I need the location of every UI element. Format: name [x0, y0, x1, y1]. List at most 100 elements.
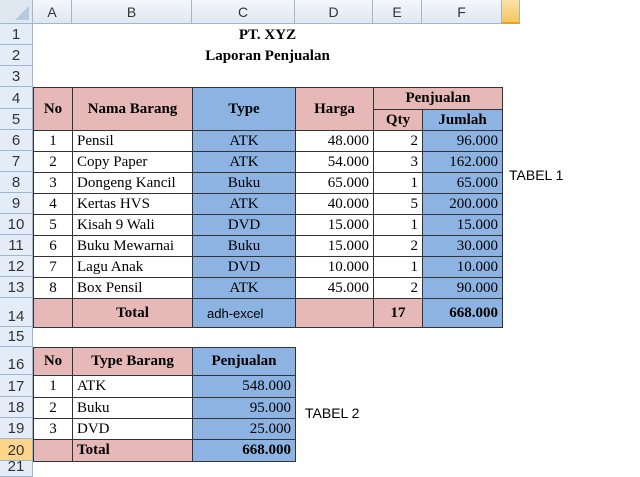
- table1-cell-nama[interactable]: Dongeng Kancil: [72, 172, 193, 194]
- table1-cell-harga[interactable]: 65.000: [295, 172, 374, 194]
- table1-cell-qty[interactable]: 1: [373, 214, 423, 236]
- table2-cell-penjualan[interactable]: 95.000: [192, 397, 296, 419]
- table2-cell-no[interactable]: 2: [33, 397, 73, 419]
- table2-cell-no[interactable]: 1: [33, 375, 73, 398]
- table1-cell-harga[interactable]: 15.000: [295, 235, 374, 257]
- select-all-corner[interactable]: [0, 0, 33, 24]
- header-penjualan[interactable]: Penjualan: [373, 87, 503, 110]
- table1-cell-type[interactable]: ATK: [192, 130, 296, 152]
- table2-cell-no[interactable]: 3: [33, 418, 73, 440]
- row-header-5[interactable]: 5: [0, 109, 33, 130]
- table1-cell-no[interactable]: 2: [33, 151, 73, 173]
- table1-cell-nama[interactable]: Lagu Anak: [72, 256, 193, 278]
- table1-cell-nama[interactable]: Box Pensil: [72, 277, 193, 299]
- table1-cell-type[interactable]: Buku: [192, 235, 296, 257]
- row-header-6[interactable]: 6: [0, 130, 33, 151]
- column-header-B[interactable]: B: [72, 0, 192, 24]
- table1-cell-jumlah[interactable]: 10.000: [422, 256, 503, 278]
- table1-cell-type[interactable]: Buku: [192, 172, 296, 194]
- table1-total-harga-blank[interactable]: [295, 298, 374, 328]
- row-header-21[interactable]: 21: [0, 458, 33, 477]
- column-header-C[interactable]: C: [192, 0, 295, 24]
- row-header-2[interactable]: 2: [0, 45, 33, 66]
- table1-cell-harga[interactable]: 40.000: [295, 193, 374, 215]
- table1-cell-type[interactable]: ATK: [192, 193, 296, 215]
- table1-cell-harga[interactable]: 48.000: [295, 130, 374, 152]
- table1-cell-nama[interactable]: Buku Mewarnai: [72, 235, 193, 257]
- row-header-20[interactable]: 20: [0, 439, 33, 461]
- row-header-8[interactable]: 8: [0, 172, 33, 193]
- row-header-12[interactable]: 12: [0, 256, 33, 277]
- row-header-18[interactable]: 18: [0, 397, 33, 418]
- row-header-11[interactable]: 11: [0, 235, 33, 256]
- row-header-17[interactable]: 17: [0, 375, 33, 397]
- column-header-G[interactable]: [502, 0, 520, 24]
- table1-cell-qty[interactable]: 3: [373, 151, 423, 173]
- header-harga[interactable]: Harga: [295, 87, 374, 131]
- row-header-13[interactable]: 13: [0, 277, 33, 298]
- header-jumlah[interactable]: Jumlah: [422, 109, 503, 131]
- table1-cell-no[interactable]: 7: [33, 256, 73, 278]
- row-header-15[interactable]: 15: [0, 327, 33, 347]
- table1-cell-nama[interactable]: Kisah 9 Wali: [72, 214, 193, 236]
- header-type[interactable]: Type: [192, 87, 296, 131]
- table1-cell-no[interactable]: 1: [33, 130, 73, 152]
- header-no[interactable]: No: [33, 87, 73, 131]
- row-header-19[interactable]: 19: [0, 418, 33, 439]
- table1-cell-no[interactable]: 4: [33, 193, 73, 215]
- table1-cell-jumlah[interactable]: 162.000: [422, 151, 503, 173]
- table1-cell-qty[interactable]: 5: [373, 193, 423, 215]
- table1-cell-jumlah[interactable]: 65.000: [422, 172, 503, 194]
- header-qty[interactable]: Qty: [373, 109, 423, 131]
- table1-total-jumlah[interactable]: 668.000: [422, 298, 503, 328]
- row-header-9[interactable]: 9: [0, 193, 33, 214]
- column-header-F[interactable]: F: [422, 0, 502, 24]
- table1-cell-harga[interactable]: 45.000: [295, 277, 374, 299]
- table1-cell-qty[interactable]: 2: [373, 235, 423, 257]
- table1-cell-jumlah[interactable]: 96.000: [422, 130, 503, 152]
- table2-total-label[interactable]: Total: [72, 439, 193, 462]
- column-header-A[interactable]: A: [33, 0, 72, 24]
- table1-cell-harga[interactable]: 15.000: [295, 214, 374, 236]
- table2-cell-type[interactable]: ATK: [72, 375, 193, 398]
- table1-total-note[interactable]: adh-excel: [192, 298, 296, 328]
- table1-cell-no[interactable]: 8: [33, 277, 73, 299]
- table1-cell-no[interactable]: 6: [33, 235, 73, 257]
- table1-cell-qty[interactable]: 1: [373, 256, 423, 278]
- table1-cell-nama[interactable]: Kertas HVS: [72, 193, 193, 215]
- row-header-7[interactable]: 7: [0, 151, 33, 172]
- row-header-14[interactable]: 14: [0, 298, 33, 327]
- table1-cell-nama[interactable]: Copy Paper: [72, 151, 193, 173]
- table1-cell-type[interactable]: ATK: [192, 277, 296, 299]
- header-nama-barang[interactable]: Nama Barang: [72, 87, 193, 131]
- row-header-16[interactable]: 16: [0, 347, 33, 375]
- table1-cell-no[interactable]: 3: [33, 172, 73, 194]
- table2-header-penjualan[interactable]: Penjualan: [192, 347, 296, 376]
- table2-header-no[interactable]: No: [33, 347, 73, 376]
- table1-cell-jumlah[interactable]: 90.000: [422, 277, 503, 299]
- table2-cell-type[interactable]: DVD: [72, 418, 193, 440]
- table1-cell-jumlah[interactable]: 200.000: [422, 193, 503, 215]
- row-header-3[interactable]: 3: [0, 66, 33, 87]
- row-header-4[interactable]: 4: [0, 87, 33, 109]
- table2-cell-penjualan[interactable]: 25.000: [192, 418, 296, 440]
- table1-cell-type[interactable]: ATK: [192, 151, 296, 173]
- table2-total-penjualan[interactable]: 668.000: [192, 439, 296, 462]
- table1-cell-nama[interactable]: Pensil: [72, 130, 193, 152]
- table1-cell-harga[interactable]: 10.000: [295, 256, 374, 278]
- table1-cell-qty[interactable]: 1: [373, 172, 423, 194]
- table1-total-qty[interactable]: 17: [373, 298, 423, 328]
- column-header-D[interactable]: D: [295, 0, 373, 24]
- table2-cell-type[interactable]: Buku: [72, 397, 193, 419]
- table1-total-label[interactable]: Total: [72, 298, 193, 328]
- table1-cell-harga[interactable]: 54.000: [295, 151, 374, 173]
- table1-cell-jumlah[interactable]: 15.000: [422, 214, 503, 236]
- table2-header-type[interactable]: Type Barang: [72, 347, 193, 376]
- table1-cell-no[interactable]: 5: [33, 214, 73, 236]
- table1-cell-qty[interactable]: 2: [373, 130, 423, 152]
- table2-cell-penjualan[interactable]: 548.000: [192, 375, 296, 398]
- table2-total-blank[interactable]: [33, 439, 73, 462]
- table1-total-blank[interactable]: [33, 298, 73, 328]
- table1-cell-jumlah[interactable]: 30.000: [422, 235, 503, 257]
- table1-cell-type[interactable]: DVD: [192, 256, 296, 278]
